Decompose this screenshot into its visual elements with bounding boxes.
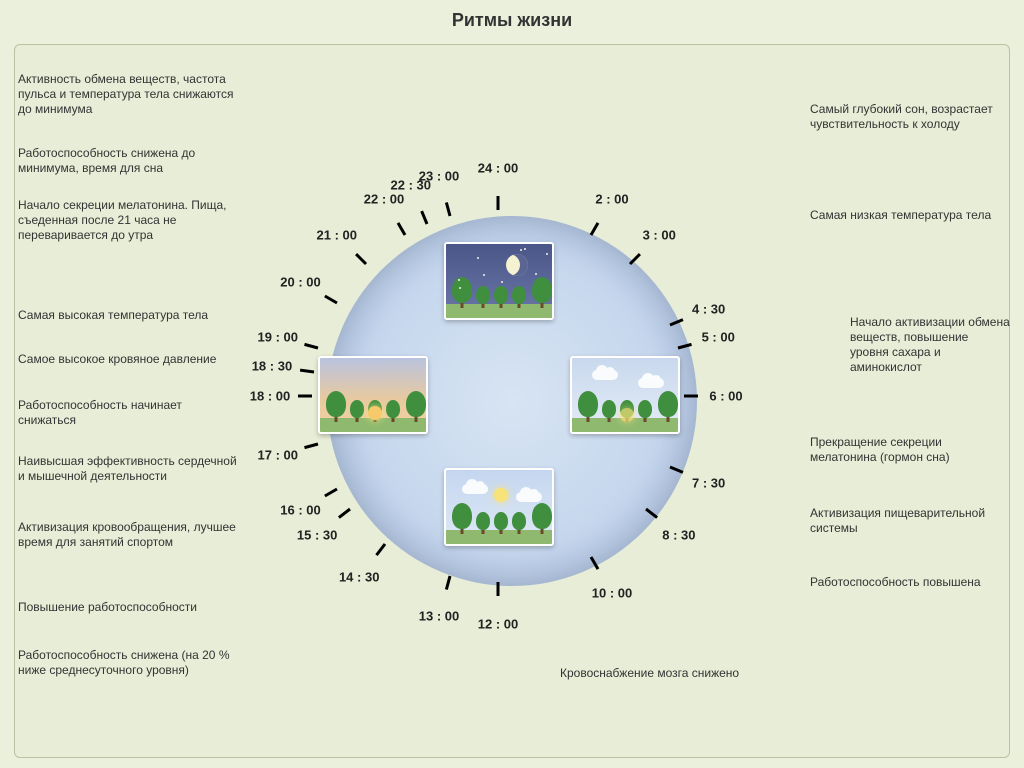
time-description: Работоспособность повышена [810, 575, 981, 590]
time-description: Самая низкая температура тела [810, 208, 991, 223]
time-description: Активность обмена веществ, частота пульс… [18, 72, 238, 117]
time-description: Работоспособность снижена (на 20 % ниже … [18, 648, 238, 678]
scene-day [444, 468, 554, 546]
time-description: Самое высокое кровяное давление [18, 352, 216, 367]
time-description: Наивысшая эффективность сердечной и мыше… [18, 454, 238, 484]
time-label: 12 : 00 [478, 617, 518, 632]
time-description: Начало секреции мелатонина. Пища, съеден… [18, 198, 238, 243]
time-label: 21 : 00 [317, 227, 357, 242]
time-label: 13 : 00 [419, 609, 459, 624]
time-label: 15 : 30 [297, 527, 337, 542]
clock-tick [497, 582, 500, 596]
time-label: 4 : 30 [692, 301, 725, 316]
time-label: 2 : 00 [595, 191, 628, 206]
page-title: Ритмы жизни [0, 10, 1024, 31]
time-description: Работоспособность снижена до минимума, в… [18, 146, 238, 176]
time-description: Повышение работоспособности [18, 600, 197, 615]
time-description: Самый глубокий сон, возрастает чувствите… [810, 102, 1000, 132]
time-description: Активизация пищеварительной системы [810, 506, 1000, 536]
time-description: Начало активизации обмена веществ, повыш… [850, 315, 1010, 375]
time-label: 7 : 30 [692, 476, 725, 491]
scene-morning [570, 356, 680, 434]
time-description: Работоспособность начинает снижаться [18, 398, 238, 428]
time-label: 22 : 00 [364, 191, 404, 206]
time-description: Активизация кровообращения, лучшее время… [18, 520, 238, 550]
time-description: Прекращение секреции мелатонина (гормон … [810, 435, 1000, 465]
time-label: 23 : 00 [419, 168, 459, 183]
time-label: 14 : 30 [339, 569, 379, 584]
time-label: 20 : 00 [280, 275, 320, 290]
time-label: 6 : 00 [709, 389, 742, 404]
scene-night [444, 242, 554, 320]
time-description: Самая высокая температура тела [18, 308, 208, 323]
time-label: 16 : 00 [280, 503, 320, 518]
time-label: 24 : 00 [478, 161, 518, 176]
time-label: 8 : 30 [662, 527, 695, 542]
scene-sunset [318, 356, 428, 434]
time-label: 17 : 00 [258, 448, 298, 463]
clock-tick [684, 395, 698, 398]
time-label: 3 : 00 [643, 227, 676, 242]
time-label: 18 : 30 [252, 359, 292, 374]
time-label: 19 : 00 [258, 329, 298, 344]
time-label: 18 : 00 [250, 389, 290, 404]
time-description: Кровоснабжение мозга снижено [560, 666, 739, 681]
time-label: 5 : 00 [702, 329, 735, 344]
clock-tick [298, 395, 312, 398]
clock-tick [497, 196, 500, 210]
time-label: 10 : 00 [592, 586, 632, 601]
